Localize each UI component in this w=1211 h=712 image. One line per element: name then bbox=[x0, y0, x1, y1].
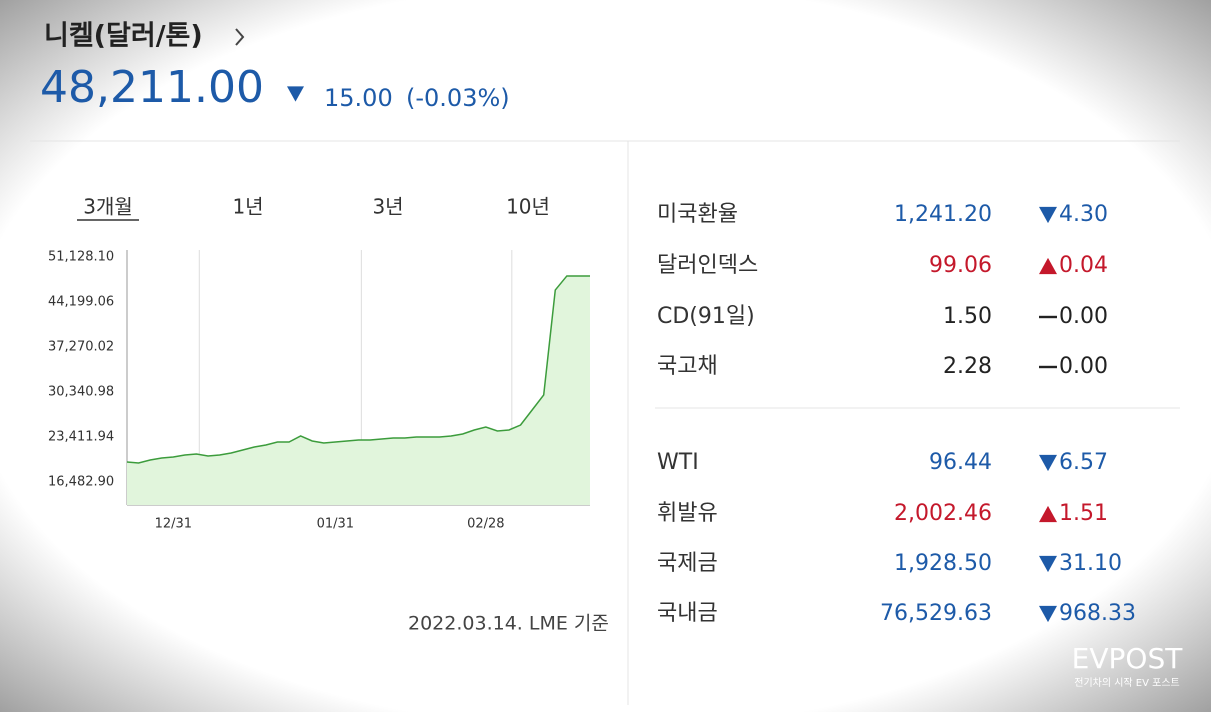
x-tick-label: 02/28 bbox=[467, 517, 504, 532]
change: 15.00 bbox=[324, 84, 393, 112]
direction-arrow bbox=[287, 86, 304, 102]
y-tick-label: 16,482.90 bbox=[48, 474, 114, 489]
row-change: 968.33 bbox=[1059, 601, 1136, 626]
arrow-down bbox=[1039, 605, 1057, 623]
row-value: 1,241.20 bbox=[894, 202, 992, 227]
tab[interactable]: 1년 bbox=[232, 195, 263, 219]
row-value: 2.28 bbox=[943, 354, 992, 379]
row-name: 국제금 bbox=[657, 551, 718, 576]
row-value: 1.50 bbox=[943, 304, 992, 329]
row-change: 0.04 bbox=[1059, 253, 1108, 278]
row-change: 0.00 bbox=[1059, 354, 1108, 379]
row-name: 미국환율 bbox=[657, 202, 738, 227]
tab[interactable]: 10년 bbox=[506, 195, 550, 219]
row-change: 6.57 bbox=[1059, 450, 1108, 475]
row-name: 휘발유 bbox=[657, 501, 718, 526]
row-name: WTI bbox=[657, 450, 699, 475]
row-name: CD(91일) bbox=[657, 304, 755, 329]
y-tick-label: 37,270.02 bbox=[48, 339, 114, 354]
x-tick-label: 12/31 bbox=[155, 517, 192, 532]
arrow-up bbox=[1039, 257, 1057, 275]
row-value: 2,002.46 bbox=[894, 501, 992, 526]
row-name: 국내금 bbox=[657, 601, 718, 626]
row-name: 달러인덱스 bbox=[657, 253, 758, 278]
row-change: 4.30 bbox=[1059, 202, 1108, 227]
y-tick-label: 44,199.06 bbox=[48, 294, 114, 309]
area bbox=[127, 275, 590, 505]
tab[interactable]: 3년 bbox=[372, 195, 403, 219]
row-change: 0.00 bbox=[1059, 304, 1108, 329]
y-tick-label: 23,411.94 bbox=[48, 429, 114, 444]
y-tick-label: 51,128.10 bbox=[48, 250, 114, 265]
arrow-down bbox=[1039, 454, 1057, 472]
change-pct: (-0.03%) bbox=[406, 84, 510, 112]
arrow-down bbox=[287, 86, 304, 102]
chevron[interactable] bbox=[235, 28, 245, 46]
footnote: 2022.03.14. LME 기준 bbox=[408, 613, 609, 635]
title[interactable]: 니켈(달러/톤) bbox=[44, 21, 203, 52]
row-value: 76,529.63 bbox=[880, 601, 992, 626]
y-tick-label: 30,340.98 bbox=[48, 384, 114, 399]
row-value: 96.44 bbox=[929, 450, 992, 475]
row-value: 1,928.50 bbox=[894, 551, 992, 576]
row-change: 1.51 bbox=[1059, 501, 1108, 526]
flat-mark bbox=[1039, 365, 1057, 369]
x-tick-label: 01/31 bbox=[317, 517, 354, 532]
row-value: 99.06 bbox=[929, 253, 992, 278]
arrow-down bbox=[1039, 206, 1057, 224]
price: 48,211.00 bbox=[40, 62, 264, 113]
tab[interactable]: 3개월 bbox=[83, 195, 133, 219]
flat-mark bbox=[1039, 315, 1057, 319]
line bbox=[126, 275, 590, 464]
watermark-tagline: 전기차의 시작 EV 포스트 bbox=[1074, 677, 1180, 689]
arrow-up bbox=[1039, 505, 1057, 523]
arrow-down bbox=[1039, 555, 1057, 573]
watermark-brand: EVPOST bbox=[1072, 642, 1184, 675]
row-name: 국고채 bbox=[657, 354, 718, 379]
row-change: 31.10 bbox=[1059, 551, 1122, 576]
